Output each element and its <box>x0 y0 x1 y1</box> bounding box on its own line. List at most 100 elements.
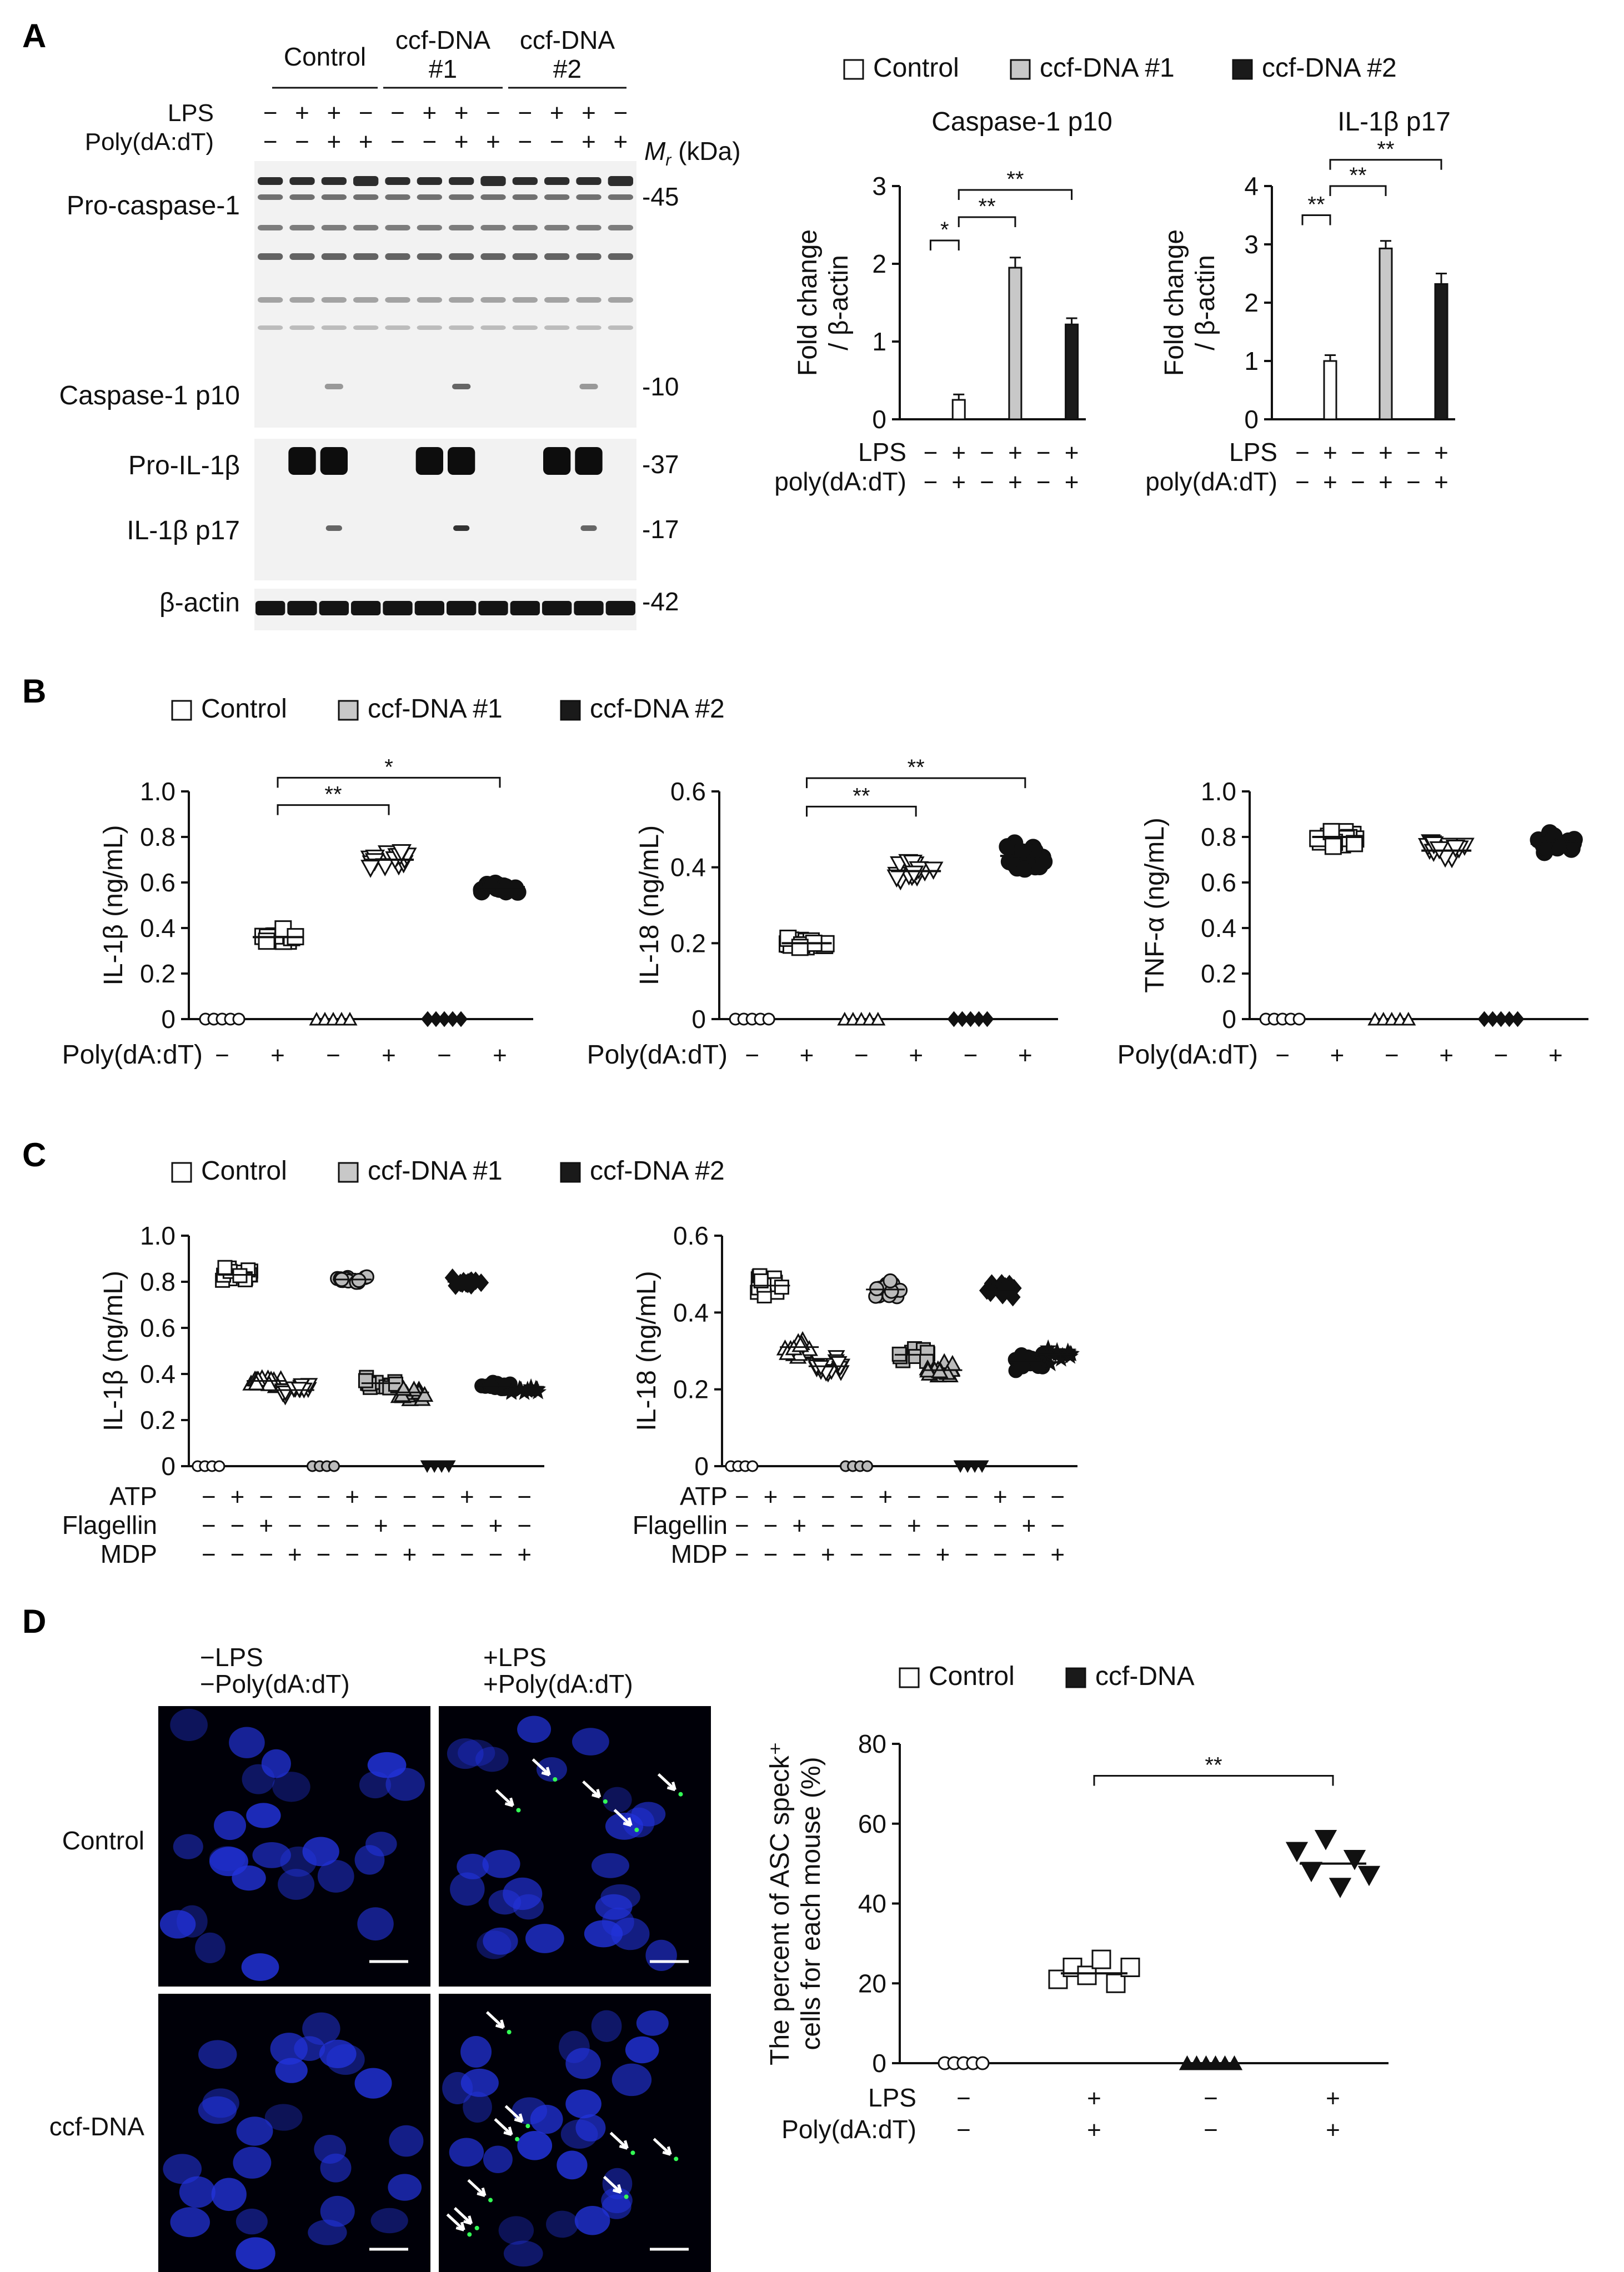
data-point <box>1551 837 1568 855</box>
nucleus <box>170 2207 210 2238</box>
blot-row-label-poly: Poly(dA:dT) <box>85 128 214 156</box>
y-axis-label: cells for each mouse (%) <box>796 1757 826 2050</box>
significance-label: ** <box>979 194 996 219</box>
nucleus <box>179 2176 215 2208</box>
blot-row-label-lps: LPS <box>168 99 214 127</box>
condition-sign: + <box>489 1512 503 1539</box>
significance-bracket <box>958 189 1073 200</box>
blot-band <box>480 297 506 303</box>
data-point <box>529 1381 546 1397</box>
poly-sign: − <box>1036 469 1051 496</box>
blot-band <box>480 325 506 330</box>
legend-panel-c: Control ccf-DNA #1 ccf-DNA #2 <box>171 1156 725 1186</box>
data-point <box>260 1375 278 1391</box>
poly-sign: − <box>854 1042 869 1069</box>
legend-label-ccf2: ccf-DNA #2 <box>1262 53 1397 83</box>
data-point <box>1357 1865 1381 1887</box>
row-label-poly: Poly(dA:dT) <box>62 1040 203 1070</box>
blot-lps-sign: + <box>327 99 341 127</box>
poly-sign: − <box>1494 1042 1508 1069</box>
significance-label: * <box>384 755 393 779</box>
nucleus <box>163 2154 202 2184</box>
blot-membrane-3 <box>254 589 636 630</box>
blot-poly-sign: − <box>518 128 532 156</box>
data-point <box>1197 2055 1215 2070</box>
blot-membrane-1 <box>254 161 636 428</box>
blot-group-label: #1 <box>429 54 457 83</box>
condition-sign: − <box>288 1512 302 1539</box>
blot-band <box>576 325 602 330</box>
data-point <box>1226 2055 1243 2070</box>
poly-sign: − <box>1204 2116 1218 2144</box>
speck-arrow <box>467 2179 486 2197</box>
chart-caspase1-p10: Caspase-1 p10 Fold change / β-actin 0 1 2 3 LPS… <box>774 107 1112 496</box>
condition-sign: − <box>936 1483 950 1511</box>
y-axis-label: The percent of ASC speck⁺ <box>765 1742 795 2065</box>
micrograph-col-label: −LPS <box>200 1643 263 1672</box>
condition-sign: + <box>345 1483 359 1511</box>
nucleus <box>198 2096 237 2124</box>
legend-label-ccf2: ccf-DNA #2 <box>590 1156 725 1186</box>
condition-sign: − <box>821 1483 835 1511</box>
legend-swatch-control <box>899 1667 920 1688</box>
blot-band <box>576 177 602 185</box>
legend-swatch-ccf1 <box>1010 59 1031 80</box>
data-point <box>1035 852 1053 870</box>
lps-sign: − <box>1036 439 1051 467</box>
bar <box>1379 247 1393 420</box>
condition-sign: − <box>964 1541 979 1568</box>
row-label-lps: LPS <box>868 2083 916 2112</box>
speck-arrow <box>603 2175 622 2194</box>
asc-speck <box>525 2124 530 2129</box>
y-tick-label: 1 <box>872 327 886 356</box>
y-tick-label: 80 <box>858 1729 886 1758</box>
blot-band <box>544 253 570 260</box>
data-point <box>1188 2055 1205 2070</box>
blot-lps-sign: − <box>486 99 500 127</box>
data-point <box>415 1386 434 1402</box>
poly-sign: − <box>1406 469 1421 496</box>
blot-band-il1b-p17 <box>453 525 470 531</box>
legend-swatch-ccf2 <box>1232 59 1253 80</box>
blot-band <box>385 194 410 200</box>
condition-sign: − <box>317 1541 331 1568</box>
blot-band <box>480 194 506 200</box>
significance-label: ** <box>1349 163 1366 188</box>
blot-band <box>321 225 347 230</box>
lps-sign: − <box>1351 439 1365 467</box>
poly-sign: + <box>1434 469 1448 496</box>
blot-band-actin <box>478 601 508 615</box>
data-point <box>1285 1842 1309 1863</box>
data-point <box>870 1011 886 1026</box>
data-point <box>217 1260 233 1275</box>
y-tick-label: 40 <box>858 1889 886 1918</box>
legend-label-control: Control <box>929 1662 1015 1691</box>
poly-sign: + <box>800 1042 814 1069</box>
legend-label-ccf1: ccf-DNA #1 <box>368 1156 503 1186</box>
y-tick-label: 0.6 <box>1201 868 1236 897</box>
blot-marker: -45 <box>642 182 679 211</box>
bar <box>951 399 966 420</box>
asc-speck <box>516 1808 521 1813</box>
data-point <box>1042 1355 1059 1372</box>
nucleus <box>602 1787 632 1813</box>
y-tick-label: 0.4 <box>1201 914 1236 942</box>
nucleus <box>317 1860 354 1893</box>
data-point <box>774 1280 789 1295</box>
lps-sign: − <box>1204 2085 1218 2112</box>
blot-band-p10 <box>452 384 471 389</box>
condition-sign: + <box>764 1483 778 1511</box>
bar <box>1434 283 1448 420</box>
condition-sign: + <box>907 1512 921 1539</box>
row-label-poly: Poly(dA:dT) <box>1117 1040 1258 1070</box>
lps-sign: + <box>1379 439 1393 467</box>
blot-band <box>289 325 315 330</box>
y-tick-label: 0.4 <box>670 853 706 882</box>
blot-band <box>289 225 315 230</box>
blot-lps-sign: − <box>263 99 278 127</box>
data-point <box>1445 840 1466 858</box>
nucleus <box>463 2092 492 2123</box>
blot-poly-sign: + <box>486 128 500 156</box>
blot-band <box>385 225 410 230</box>
